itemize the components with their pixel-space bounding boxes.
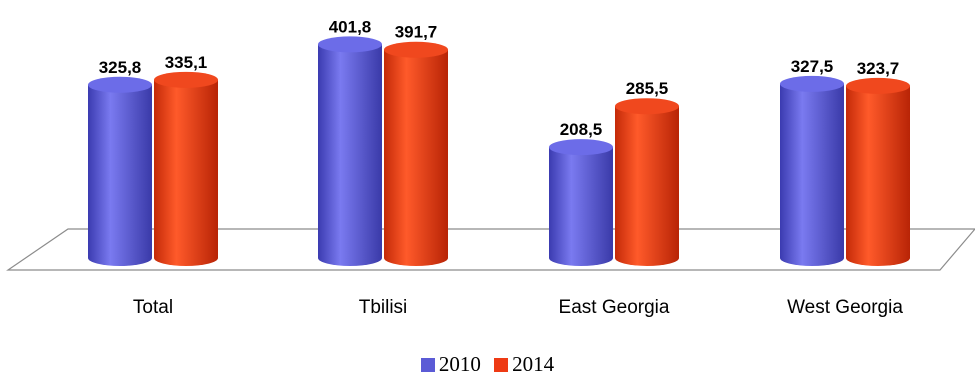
legend-swatch-2010 [420, 357, 435, 372]
bar-2010-total [88, 76, 152, 267]
bar-2010-tbilisi [318, 36, 382, 266]
data-label: 208,5 [560, 120, 603, 139]
bar-top [384, 41, 448, 58]
bar-body [615, 106, 679, 266]
data-label: 391,7 [395, 23, 438, 42]
legend-item-2010: 2010 [420, 352, 481, 377]
bar-top [318, 36, 382, 53]
legend-item-2014: 2014 [494, 352, 554, 377]
bar-top [846, 77, 910, 94]
data-label: 325,8 [99, 58, 142, 77]
bar-2014-total [154, 71, 218, 266]
bar-2014-west-georgia [846, 77, 910, 266]
bar-body [780, 83, 844, 267]
legend: 2010 2014 [0, 352, 975, 378]
bar-top [615, 98, 679, 115]
legend-swatch-2014 [494, 357, 509, 372]
bar-body [318, 44, 382, 266]
legend-label-2010: 2010 [438, 352, 481, 376]
data-label: 285,5 [626, 79, 669, 98]
legend-label-2014: 2014 [512, 352, 555, 376]
bar-top [780, 75, 844, 92]
category-label: Total [133, 297, 173, 318]
data-label: 327,5 [791, 57, 834, 76]
bar-2010-east-georgia [549, 139, 613, 266]
category-label: West Georgia [787, 297, 903, 318]
bar-top [154, 71, 218, 88]
category-label: East Georgia [559, 297, 670, 318]
category-label: Tbilisi [359, 297, 408, 318]
bar-body [384, 49, 448, 267]
bar-2010-west-georgia [780, 75, 844, 267]
bar-2014-tbilisi [384, 41, 448, 267]
bar-2014-east-georgia [615, 98, 679, 266]
data-label: 335,1 [165, 53, 208, 72]
bar-top [549, 139, 613, 156]
bar-body [549, 147, 613, 266]
data-label: 323,7 [857, 59, 900, 78]
data-label: 401,8 [329, 17, 372, 36]
bar-body [88, 84, 152, 267]
bar-body [846, 85, 910, 266]
bar-body [154, 79, 218, 266]
bar-top [88, 76, 152, 93]
